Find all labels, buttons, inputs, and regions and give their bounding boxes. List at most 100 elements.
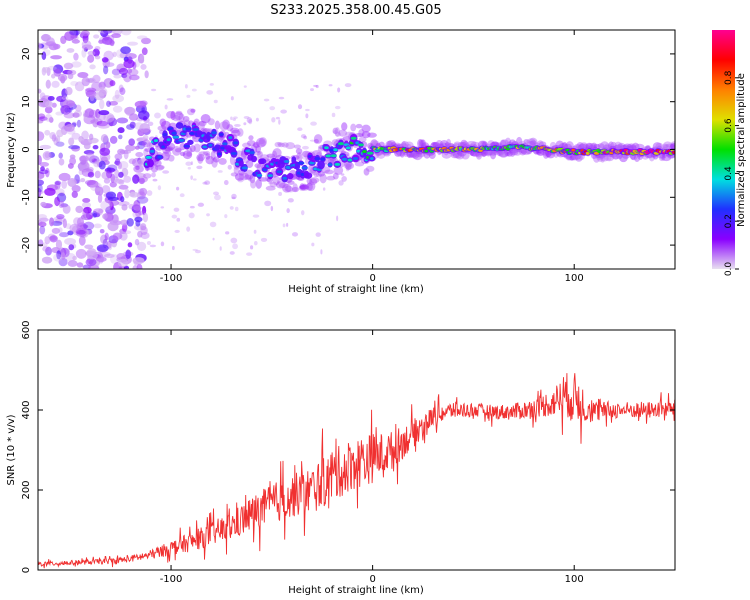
heatmap-halo — [298, 185, 307, 191]
heatmap-noise-blob — [310, 88, 314, 92]
heatmap-noise-blob — [38, 131, 45, 142]
heatmap-noise-blob — [109, 181, 117, 188]
heatmap-noise-blob — [297, 127, 303, 132]
heatmap-noise-blob — [128, 113, 139, 121]
heatmap-halo — [338, 129, 348, 137]
heatmap-noise-blob — [55, 111, 64, 116]
heatmap-halo — [575, 153, 583, 162]
heatmap-noise-blob — [146, 241, 151, 245]
heatmap-noise-blob — [291, 232, 299, 237]
heatmap-halo — [249, 174, 256, 184]
heatmap-noise-blob — [334, 132, 342, 137]
heatmap-noise-blob — [174, 229, 180, 234]
heatmap-noise-blob — [140, 223, 147, 230]
heatmap-noise-blob — [340, 173, 345, 176]
heatmap-noise-blob — [111, 68, 121, 76]
heatmap-noise-blob — [58, 232, 69, 238]
heatmap-halo — [506, 151, 513, 157]
heatmap-noise-blob — [124, 106, 136, 115]
heatmap-halo — [168, 154, 175, 162]
heatmap-noise-blob — [209, 221, 217, 228]
heatmap-ridge-peak — [241, 166, 248, 170]
heatmap-noise-blob — [253, 229, 257, 234]
heatmap-noise-blob — [66, 100, 76, 107]
heatmap-halo — [313, 138, 319, 144]
heatmap-ridge-peak — [347, 158, 353, 162]
heatmap-halo — [186, 108, 195, 116]
heatmap-halo — [236, 150, 243, 157]
heatmap-halo — [269, 181, 278, 188]
heatmap-halo — [334, 127, 341, 137]
heatmap-halo — [444, 142, 451, 147]
heatmap-noise-blob — [160, 241, 165, 247]
heatmap-noise-blob — [87, 171, 95, 178]
heatmap-noise-blob — [69, 30, 81, 36]
heatmap-noise-blob — [306, 182, 313, 186]
heatmap-ridge-peak — [345, 146, 351, 150]
heatmap-noise-blob — [138, 160, 143, 165]
heatmap-noise-blob — [81, 48, 87, 58]
heatmap-noise-blob — [60, 75, 66, 84]
heatmap-noise-blob — [39, 162, 50, 167]
heatmap-halo — [153, 159, 162, 167]
heatmap-noise-blob — [190, 161, 194, 166]
heatmap-noise-blob — [123, 175, 132, 183]
heatmap-halo — [363, 168, 370, 176]
heatmap-noise-blob — [98, 39, 104, 44]
heatmap-halo — [526, 138, 536, 146]
heatmap-noise-blob — [93, 223, 102, 229]
heatmap-noise-blob — [97, 186, 104, 196]
heatmap-noise-blob — [120, 196, 125, 203]
heatmap-noise-blob — [194, 249, 201, 254]
heatmap-halo — [358, 129, 365, 138]
heatmap-noise-blob — [132, 264, 139, 269]
heatmap-noise-blob — [132, 174, 140, 184]
heatmap-noise-blob — [260, 237, 268, 242]
heatmap-halo — [299, 184, 308, 190]
heatmap-noise-blob — [64, 237, 76, 246]
heatmap-halo — [242, 142, 252, 148]
heatmap-halo — [341, 122, 348, 131]
heatmap-halo — [250, 179, 257, 189]
heatmap-halo — [272, 148, 282, 158]
heatmap-noise-blob — [38, 239, 44, 247]
heatmap-ridge-peak — [218, 132, 224, 136]
heatmap-noise-blob — [79, 155, 87, 165]
heatmap-noise-blob — [214, 194, 221, 201]
heatmap-noise-blob — [213, 99, 218, 104]
heatmap-noise-blob — [85, 211, 93, 220]
heatmap-noise-blob — [67, 230, 74, 236]
heatmap-halo — [600, 154, 609, 162]
heatmap-noise-blob — [278, 119, 281, 125]
heatmap-halo — [332, 172, 339, 180]
heatmap-halo — [313, 171, 319, 178]
heatmap-halo — [211, 157, 218, 168]
heatmap-noise-blob — [313, 84, 318, 87]
heatmap-noise-blob — [186, 151, 192, 157]
heatmap-noise-blob — [125, 144, 136, 152]
heatmap-noise-blob — [38, 88, 42, 94]
heatmap-noise-blob — [44, 187, 56, 196]
heatmap-halo — [282, 183, 292, 193]
snr-y-tick-label: 400 — [21, 400, 32, 419]
heatmap-noise-blob — [51, 80, 60, 88]
heatmap-halo — [175, 110, 183, 116]
heatmap-halo — [412, 150, 423, 161]
heatmap-noise-blob — [112, 232, 123, 240]
heatmap-ridge-peak — [341, 157, 348, 161]
heatmap-ridge-peak — [166, 138, 171, 142]
heatmap-halo — [164, 147, 173, 152]
heatmap-noise-blob — [51, 134, 57, 142]
heatmap-noise-blob — [94, 45, 101, 51]
heatmap-noise-blob — [126, 218, 134, 227]
heatmap-noise-blob — [75, 205, 84, 214]
heatmap-noise-blob — [137, 230, 143, 238]
heatmap-noise-blob — [142, 116, 148, 121]
heatmap-noise-blob — [62, 218, 67, 229]
heatmap-noise-blob — [173, 207, 180, 212]
heatmap-ridge-peak — [189, 131, 196, 135]
heatmap-halo — [230, 127, 240, 134]
heatmap-halo — [461, 150, 470, 160]
colorbar-tick-label: 0.4 — [724, 166, 734, 181]
